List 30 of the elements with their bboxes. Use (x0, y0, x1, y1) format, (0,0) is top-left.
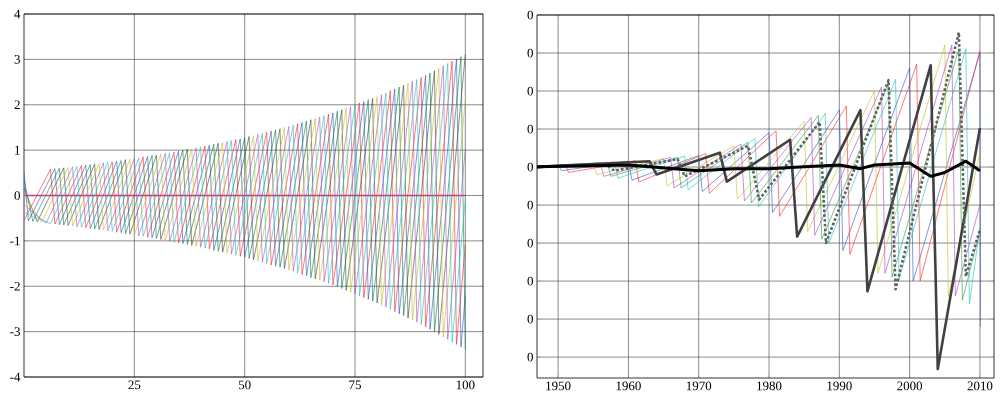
y-tick-label: 0 (14, 191, 20, 200)
text: 0 (527, 10, 533, 20)
text: 0 (527, 200, 533, 210)
text: 0 (527, 314, 533, 324)
x-tick-label: 75 (349, 380, 361, 390)
y-tick-label: -2 (10, 281, 20, 291)
x-tick-label: 1980 (757, 381, 782, 391)
y-tick-label: 3 (14, 55, 20, 64)
text: 0 (527, 86, 533, 96)
x-tick-label: 1990 (827, 381, 852, 391)
y-tick-label: -1 (10, 236, 20, 246)
text: 0 (527, 276, 533, 286)
x-tick-label: 2010 (967, 381, 993, 391)
x-tick-label: 25 (128, 380, 141, 390)
x-tick-label: 1960 (616, 381, 641, 391)
y-tick-label: 1 (15, 145, 20, 155)
x-tick-label: 2000 (897, 381, 923, 391)
y-tick-label: 2 (14, 100, 20, 110)
x-tick-label: 1950 (546, 381, 571, 391)
text: 0 (527, 352, 533, 362)
text: 0 (527, 124, 533, 134)
x-tick-label: 100 (456, 380, 475, 390)
text: 0 (527, 238, 533, 248)
y-tick-label: -4 (10, 372, 21, 382)
x-tick-label: 50 (238, 380, 251, 390)
y-tick-label: -3 (10, 327, 20, 336)
text: 0 (527, 48, 533, 58)
x-tick-label: 1970 (686, 381, 712, 391)
text: 0 (527, 162, 533, 172)
y-tick-label: 4 (14, 9, 21, 19)
